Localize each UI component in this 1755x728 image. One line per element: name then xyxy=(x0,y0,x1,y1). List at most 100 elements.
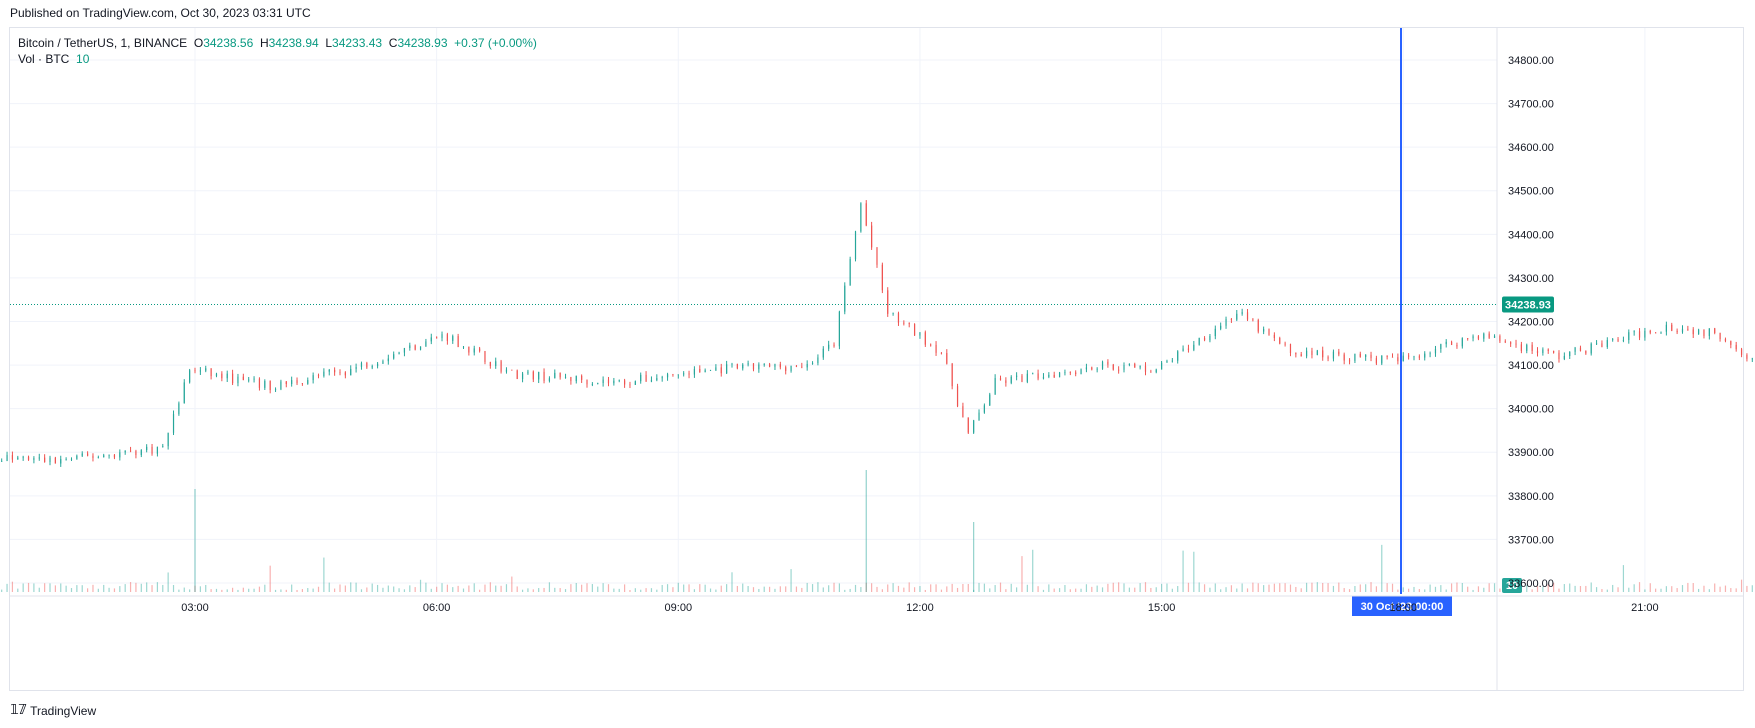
volume-bar xyxy=(38,587,40,592)
volume-bar xyxy=(1386,583,1388,592)
candle-body xyxy=(156,446,159,454)
volume-bar xyxy=(1112,582,1114,592)
candle-body xyxy=(591,384,593,385)
candle-body xyxy=(231,373,234,384)
volume-value: 10 xyxy=(76,52,90,66)
ohlc-row: Bitcoin / TetherUS, 1, BINANCE O34238.56… xyxy=(18,35,537,51)
candle-body xyxy=(269,381,271,391)
volume-bar xyxy=(156,582,159,592)
volume-bar xyxy=(441,583,443,592)
published-line: Published on TradingView.com, Oct 30, 20… xyxy=(10,6,311,20)
candle-body xyxy=(1526,344,1528,351)
candle-body xyxy=(1735,344,1737,350)
candle-body xyxy=(801,366,803,368)
volume-bar xyxy=(425,582,427,592)
volume-bar xyxy=(1236,588,1238,592)
volume-bar xyxy=(1456,582,1458,592)
volume-bar xyxy=(1445,589,1447,592)
candle-body xyxy=(1069,372,1071,374)
volume-bar xyxy=(726,584,728,592)
volume-bar xyxy=(1075,588,1077,592)
volume-bar xyxy=(699,584,701,592)
footer-brand[interactable]: 𝟙𝟟 TradingView xyxy=(10,703,96,718)
candle-body xyxy=(1520,344,1522,351)
volume-bar xyxy=(1155,587,1157,592)
candle-body xyxy=(1515,343,1517,345)
open-value: 34238.56 xyxy=(203,36,254,50)
candle-body xyxy=(22,456,24,458)
volume-bar xyxy=(1418,589,1420,592)
candle-body xyxy=(317,375,320,376)
volume-bar xyxy=(876,586,878,592)
volume-bar xyxy=(720,585,722,592)
volume-bar xyxy=(849,588,851,592)
candle-body xyxy=(597,383,599,385)
volume-bar xyxy=(1150,587,1152,592)
volume-bar xyxy=(892,583,894,592)
volume-bar xyxy=(624,584,626,592)
candle-body xyxy=(1708,328,1710,336)
candle-body xyxy=(1542,349,1544,353)
volume-bar xyxy=(677,582,679,592)
volume-bar xyxy=(1139,583,1141,592)
volume-bar xyxy=(269,565,271,592)
volume-bar xyxy=(801,587,803,592)
candle-body xyxy=(1391,356,1394,358)
volume-bar xyxy=(119,586,121,592)
candle-body xyxy=(1644,330,1646,338)
volume-bar xyxy=(291,584,293,592)
volume-bar xyxy=(1123,583,1125,592)
volume-bar xyxy=(1300,588,1302,592)
volume-bar xyxy=(1724,585,1727,592)
candle-body xyxy=(103,455,105,458)
volume-bar xyxy=(1628,587,1630,592)
candle-body xyxy=(167,432,169,447)
candle-body xyxy=(1628,332,1630,341)
volume-bar xyxy=(1085,584,1088,592)
candle-body xyxy=(1665,324,1667,332)
candle-body xyxy=(1091,367,1093,370)
volume-bar xyxy=(360,589,363,592)
symbol-label[interactable]: Bitcoin / TetherUS, 1, BINANCE xyxy=(18,36,188,50)
volume-bar xyxy=(135,582,137,592)
candle-body xyxy=(1268,329,1270,335)
volume-label[interactable]: Vol · BTC xyxy=(18,52,70,66)
volume-bar xyxy=(167,572,169,592)
volume-bar xyxy=(1080,588,1082,592)
volume-bar xyxy=(1424,589,1426,592)
candle-body xyxy=(1139,365,1141,368)
volume-bar xyxy=(264,584,266,592)
y-tick-label: 33900.00 xyxy=(1508,447,1554,459)
volume-bar xyxy=(1536,586,1539,592)
volume-bar xyxy=(666,584,669,592)
candle-body xyxy=(1687,328,1689,330)
volume-bar xyxy=(1118,582,1120,592)
volume-bar xyxy=(484,584,486,592)
volume-bar xyxy=(806,582,808,592)
volume-bar xyxy=(989,588,991,592)
volume-bar xyxy=(1289,584,1292,592)
candle-body xyxy=(1080,369,1082,374)
volume-bar xyxy=(22,583,24,592)
volume-bar xyxy=(221,589,223,592)
volume-bar xyxy=(1327,583,1329,592)
candle-body xyxy=(1273,334,1275,338)
candle-body xyxy=(1622,340,1625,341)
candle-body xyxy=(1155,369,1157,373)
candle-body xyxy=(564,377,567,378)
volume-bar xyxy=(1612,584,1614,592)
candle-body xyxy=(704,370,706,373)
candle-body xyxy=(1579,347,1582,352)
candle-body xyxy=(505,369,508,372)
candle-body xyxy=(1660,331,1662,333)
volume-bar xyxy=(1214,583,1216,592)
candle-body xyxy=(1187,348,1190,350)
volume-bar xyxy=(1493,583,1496,592)
chart-frame[interactable] xyxy=(9,27,1744,691)
volume-bar xyxy=(312,588,314,592)
y-tick-label: 34700.00 xyxy=(1508,99,1554,111)
volume-bar xyxy=(1730,588,1732,592)
volume-bar xyxy=(1338,582,1340,592)
candle-body xyxy=(806,363,808,368)
